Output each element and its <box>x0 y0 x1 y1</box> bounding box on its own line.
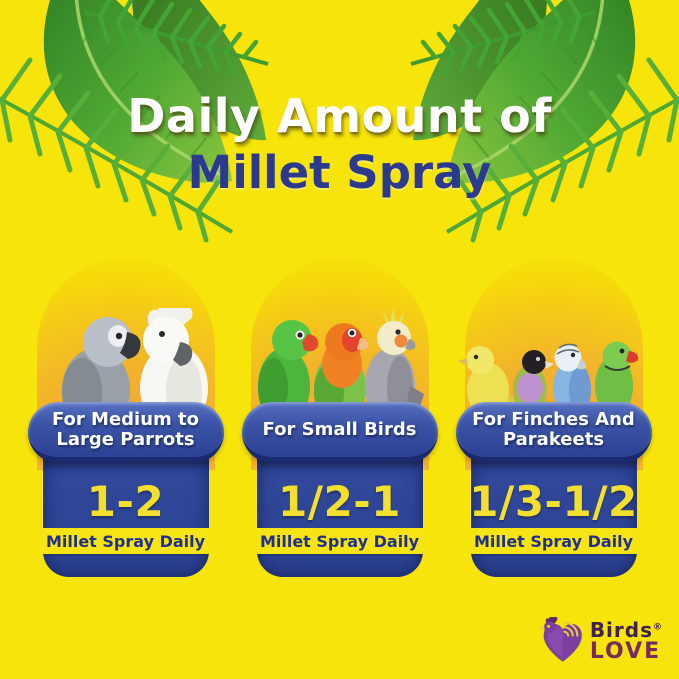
brand-logo: Birds® LOVE <box>538 617 663 665</box>
audience-pill: For Small Birds <box>241 402 438 463</box>
audience-pill: For Finches And Parakeets <box>455 402 652 463</box>
panel-footer <box>471 554 637 577</box>
audience-label: For Finches And Parakeets <box>472 408 635 450</box>
amount-value: 1/2-1 <box>278 477 401 526</box>
panel-footer <box>257 554 423 577</box>
title-line-1: Daily Amount of <box>127 89 552 143</box>
dosage-cards-row: For Medium to Large Parrots 1-2 Millet S… <box>0 258 679 580</box>
card-small-birds: For Small Birds 1/2-1 Millet Spray Daily <box>241 258 438 580</box>
audience-label: For Medium to Large Parrots <box>51 408 200 450</box>
brand-logo-text: Birds® LOVE <box>590 620 663 663</box>
dosage-panel: 1/2-1 Millet Spray Daily <box>256 458 423 577</box>
registered-mark: ® <box>653 621 663 632</box>
brand-name-birds: Birds® <box>589 617 663 642</box>
card-medium-large-parrots: For Medium to Large Parrots 1-2 Millet S… <box>27 258 224 580</box>
amount-value: 1/3-1/2 <box>470 477 637 526</box>
amount-value: 1-2 <box>86 477 165 526</box>
audience-label: For Small Birds <box>262 418 417 440</box>
lovebird-icon <box>313 323 368 418</box>
title-line-2: Millet Spray <box>187 146 492 200</box>
heart-bird-icon <box>538 617 582 662</box>
page-title: Daily Amount of Millet Spray <box>0 92 679 197</box>
brand-name-love: LOVE <box>589 638 662 664</box>
card-finches-parakeets: For Finches And Parakeets 1/3-1/2 Millet… <box>455 258 652 580</box>
audience-pill: For Medium to Large Parrots <box>27 402 224 463</box>
panel-footer <box>43 554 209 577</box>
frequency-strip: Millet Spray Daily <box>42 528 209 554</box>
frequency-strip: Millet Spray Daily <box>470 528 637 554</box>
dosage-panel: 1/3-1/2 Millet Spray Daily <box>470 458 637 577</box>
dosage-panel: 1-2 Millet Spray Daily <box>42 458 209 577</box>
frequency-strip: Millet Spray Daily <box>256 528 423 554</box>
